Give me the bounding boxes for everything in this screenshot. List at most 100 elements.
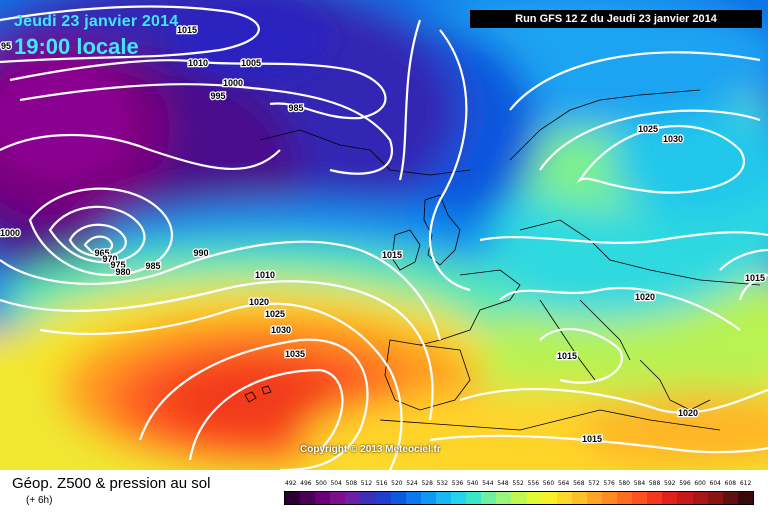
legend-value: 496 <box>300 480 312 487</box>
legend-value: 568 <box>573 480 585 487</box>
legend-swatch <box>451 492 467 504</box>
legend-swatch <box>647 492 663 504</box>
legend-value: 552 <box>512 480 524 487</box>
isobar-label: 1025 <box>638 124 658 134</box>
legend-swatch <box>541 492 557 504</box>
isobar-labels: 1015 1010 1005 1000 995 985 95 1000 965970975980… <box>0 24 766 446</box>
legend-swatch <box>586 492 602 504</box>
legend-swatch <box>632 492 648 504</box>
legend-value: 548 <box>497 480 509 487</box>
legend-value: 608 <box>724 480 737 487</box>
isobar-label: 1020 <box>249 297 269 307</box>
isobar-label: 95 <box>1 41 11 51</box>
isobar-label: 1020 <box>635 292 655 302</box>
legend-swatch <box>511 492 527 504</box>
isobar-label: 1015 <box>745 273 765 283</box>
isobar-label: 965 <box>94 248 109 258</box>
isobar-label: 970 <box>102 254 117 264</box>
legend-value: 516 <box>375 480 388 487</box>
legend-value: 576 <box>603 480 615 487</box>
legend-swatch <box>466 492 482 504</box>
legend-value: 604 <box>709 480 721 487</box>
legend-value: 500 <box>315 480 327 487</box>
isobar-label: 1010 <box>188 58 208 68</box>
isobar-label: 985 <box>288 103 303 113</box>
weather-map: 1015 1010 1005 1000 995 985 95 1000 965 970 975 980… <box>0 0 768 470</box>
legend-swatch <box>662 492 678 504</box>
legend-swatch <box>405 492 421 504</box>
isobar-label: 1015 <box>582 434 602 444</box>
legend-value: 532 <box>436 480 449 487</box>
geopotential-field <box>0 0 768 470</box>
legend-swatch <box>360 492 376 504</box>
legend-value: 596 <box>679 480 691 487</box>
legend-value: 528 <box>421 480 433 487</box>
isobar-label: 995 <box>210 91 225 101</box>
isobar-label: 980 <box>115 267 130 277</box>
isobar-label: 1020 <box>678 408 698 418</box>
legend-swatch <box>571 492 587 504</box>
forecast-time: 19:00 locale <box>14 34 139 59</box>
map-canvas: 1015 1010 1005 1000 995 985 95 1000 965970975980… <box>0 0 768 470</box>
model-run-label: Run GFS 12 Z du Jeudi 23 janvier 2014 <box>470 10 762 28</box>
legend-value: 492 <box>285 480 297 487</box>
isobar-label: 1015 <box>177 25 197 35</box>
legend-value: 544 <box>482 480 494 487</box>
legend-swatch <box>330 492 346 504</box>
isobar-label: 990 <box>193 248 208 258</box>
legend-value: 536 <box>451 480 464 487</box>
isobar-lines <box>0 5 768 470</box>
isobar-label: 1035 <box>285 349 305 359</box>
legend-value: 556 <box>527 480 540 487</box>
isobar-label: 985 <box>145 261 160 271</box>
legend-value: 612 <box>739 480 752 487</box>
isobar-label: 1030 <box>663 134 683 144</box>
legend-swatch <box>677 492 693 504</box>
legend-swatch <box>420 492 436 504</box>
legend-value: 584 <box>633 480 646 487</box>
legend-swatch <box>481 492 497 504</box>
legend-value: 560 <box>542 480 555 487</box>
legend-value: 524 <box>406 480 418 487</box>
isobar-label: 1030 <box>271 325 291 335</box>
legend-swatch <box>315 492 331 504</box>
legend-value: 504 <box>330 480 342 487</box>
isobar-label: 1015 <box>382 250 402 260</box>
isobar-label: 1005 <box>241 58 261 68</box>
legend-value: 508 <box>345 480 358 487</box>
legend-value: 572 <box>588 480 600 487</box>
forecast-date: Jeudi 23 janvier 2014 <box>14 13 179 30</box>
legend-swatch <box>390 492 406 504</box>
legend-color-scale <box>284 491 754 505</box>
legend-value: 592 <box>664 480 676 487</box>
legend-swatch <box>496 492 512 504</box>
legend-swatch <box>300 492 316 504</box>
legend-value: 512 <box>360 480 373 487</box>
coastlines <box>244 89 761 431</box>
legend-swatch <box>345 492 361 504</box>
legend-value: 520 <box>391 480 403 487</box>
isobar-label: 1010 <box>255 270 275 280</box>
legend-value: 540 <box>466 480 479 487</box>
legend-swatch <box>692 492 708 504</box>
legend-swatch <box>375 492 391 504</box>
legend-swatch <box>722 492 738 504</box>
legend-swatch <box>737 492 753 504</box>
legend-swatch <box>435 492 452 504</box>
isobar-label: 1015 <box>557 351 577 361</box>
legend-value: 580 <box>618 480 630 487</box>
legend-swatch <box>285 492 301 504</box>
isobar-label: 1025 <box>265 309 285 319</box>
legend-swatch <box>617 492 633 504</box>
parameter-title: Géop. Z500 & pression au sol <box>12 475 211 492</box>
legend-swatch <box>556 492 572 504</box>
isobar-label: 1000 <box>223 78 243 88</box>
legend-value: 588 <box>648 480 661 487</box>
legend-swatch <box>526 492 542 504</box>
legend-value-labels: 492 496 500 504 508 512 516 520 524 528 532 536 540 5… <box>284 480 754 490</box>
copyright-text: Copyright © 2013 Meteociel.fr <box>300 444 441 455</box>
isobar-label: 1000 <box>0 228 20 238</box>
isobar-label: 975 <box>110 260 125 270</box>
legend-value: 600 <box>694 480 706 487</box>
legend-swatch <box>707 492 723 504</box>
